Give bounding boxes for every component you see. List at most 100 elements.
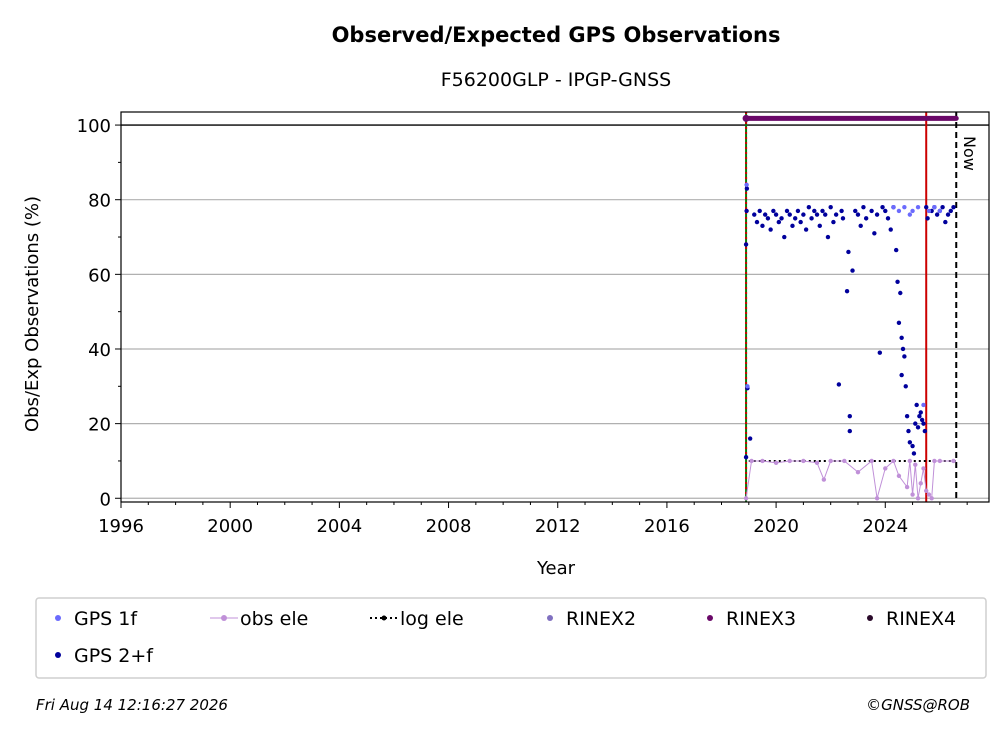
data-point [744, 186, 750, 191]
data-point [855, 212, 861, 217]
data-point [907, 440, 913, 445]
data-point [784, 208, 790, 214]
legend-marker [221, 615, 227, 621]
data-point [744, 208, 749, 214]
legend-item-gps-1f: GPS 1f [55, 608, 138, 630]
x-tick-label: 2020 [753, 516, 799, 537]
y-tick-label: 60 [88, 265, 111, 286]
data-point [801, 458, 806, 464]
data-point [757, 208, 762, 214]
data-point [921, 402, 926, 408]
legend-item-rinex4: RINEX4 [867, 608, 956, 630]
data-point [782, 234, 787, 240]
data-point [907, 212, 913, 217]
data-point [847, 413, 852, 419]
data-point [798, 219, 803, 225]
data-point [872, 231, 877, 236]
data-point [918, 410, 923, 415]
data-point [925, 216, 930, 221]
series-gps-1f [744, 182, 943, 408]
data-point [948, 208, 953, 214]
data-series [742, 114, 959, 501]
data-point [896, 320, 902, 326]
data-point [877, 350, 883, 355]
data-point [762, 212, 768, 217]
data-point [803, 227, 809, 232]
data-point [814, 212, 820, 217]
data-point [793, 216, 798, 221]
data-point [898, 290, 903, 296]
data-point [917, 413, 922, 419]
data-point [922, 428, 928, 434]
data-point [899, 335, 904, 340]
data-point [801, 212, 806, 217]
x-tick-label: 2000 [207, 516, 253, 537]
legend-label: log ele [400, 608, 464, 630]
x-tick-label: 2012 [535, 516, 581, 537]
legend-label: obs ele [240, 608, 308, 630]
data-point [760, 223, 765, 229]
series-obs-ele [743, 458, 956, 501]
data-point [787, 212, 792, 217]
data-point [773, 212, 779, 217]
data-point [883, 208, 888, 214]
chart-subtitle: F56200GLP - IPGP-GNSS [441, 69, 672, 91]
x-tick-label: 2008 [426, 516, 472, 537]
y-tick-label: 40 [88, 340, 111, 361]
data-point [921, 466, 926, 471]
data-point [899, 372, 904, 378]
data-point [836, 382, 842, 387]
x-tick-label: 2024 [862, 516, 908, 537]
data-point [821, 477, 827, 482]
data-point [842, 458, 847, 464]
x-tick-label: 2016 [644, 516, 690, 537]
data-point [779, 216, 784, 221]
data-point [771, 208, 776, 214]
data-point [934, 212, 940, 217]
data-point [863, 216, 869, 221]
data-point [951, 458, 956, 464]
data-point [745, 384, 750, 389]
data-point [924, 204, 929, 210]
data-point [885, 216, 891, 221]
data-point [743, 455, 749, 460]
data-point [817, 223, 822, 229]
data-point [900, 346, 906, 352]
legend-label: RINEX2 [566, 608, 636, 630]
data-point [825, 234, 831, 240]
data-point [828, 458, 833, 464]
data-point [768, 227, 773, 232]
vertical-markers: Now [745, 112, 979, 502]
data-point [820, 208, 825, 214]
data-point [893, 247, 899, 253]
data-point [926, 492, 932, 497]
data-point [911, 451, 917, 456]
data-point [790, 223, 795, 229]
legend-item-rinex3: RINEX3 [707, 608, 796, 630]
data-point [926, 208, 932, 214]
data-point [840, 216, 846, 221]
rinex3-point [742, 114, 750, 122]
data-point [904, 413, 910, 419]
data-point [806, 204, 812, 210]
now-label: Now [960, 136, 979, 171]
data-point [773, 460, 779, 466]
data-point [844, 288, 850, 294]
data-point [850, 268, 855, 273]
legend-label: GPS 1f [74, 608, 138, 630]
data-point [787, 458, 792, 464]
data-point [858, 223, 863, 229]
data-point [891, 458, 896, 464]
data-point [795, 208, 801, 214]
data-point [937, 208, 943, 214]
x-axis-ticks: 1996 2000 2004 2008 2012 2016 2020 2024 [98, 502, 968, 537]
data-point [891, 204, 896, 210]
data-point [915, 496, 921, 501]
y-tick-label: 20 [88, 415, 111, 436]
data-point [903, 384, 908, 389]
legend-item-log-ele: log ele [370, 608, 464, 630]
data-point [744, 182, 749, 187]
data-point [921, 421, 926, 426]
data-point [831, 219, 836, 225]
data-point [902, 354, 907, 359]
